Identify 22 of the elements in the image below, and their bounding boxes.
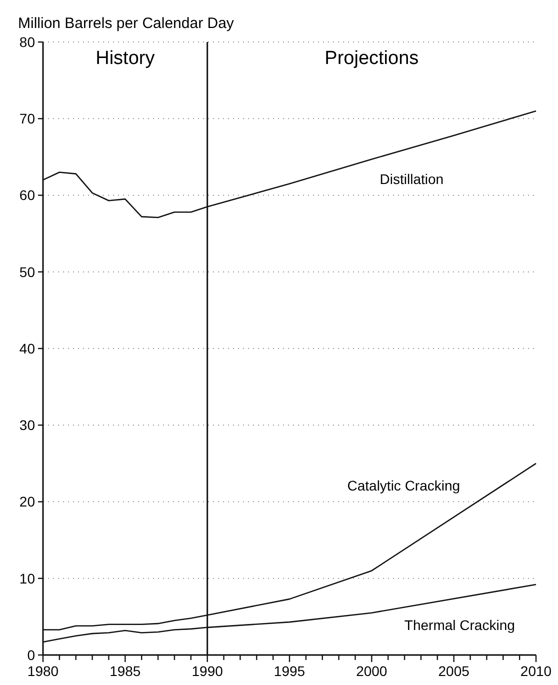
series-label: Catalytic Cracking — [347, 478, 460, 494]
y-tick-label: 10 — [19, 570, 36, 586]
series-label: Thermal Cracking — [404, 616, 515, 633]
y-tick-label: 0 — [27, 646, 36, 663]
x-tick-label: 1990 — [192, 663, 224, 679]
x-tick-label: 1995 — [274, 663, 306, 679]
x-tick-label: 2010 — [520, 663, 552, 679]
y-tick-label: 60 — [19, 187, 36, 204]
x-tick-label: 2000 — [356, 663, 388, 679]
x-tick-label: 1980 — [27, 663, 59, 679]
y-tick-label: 50 — [19, 264, 36, 280]
y-tick-label: 80 — [19, 34, 36, 50]
x-tick-label: 2005 — [438, 663, 470, 679]
x-tick-label: 1985 — [110, 663, 141, 679]
series-label: Distillation — [380, 171, 444, 188]
y-tick-label: 70 — [19, 110, 36, 127]
y-tick-label: 30 — [19, 417, 36, 434]
y-tick-label: 40 — [19, 340, 36, 356]
y-axis-title: Million Barrels per Calendar Day — [18, 15, 234, 32]
annotation: History — [96, 48, 156, 69]
annotation: Projections — [324, 48, 419, 69]
y-tick-label: 20 — [19, 494, 36, 510]
